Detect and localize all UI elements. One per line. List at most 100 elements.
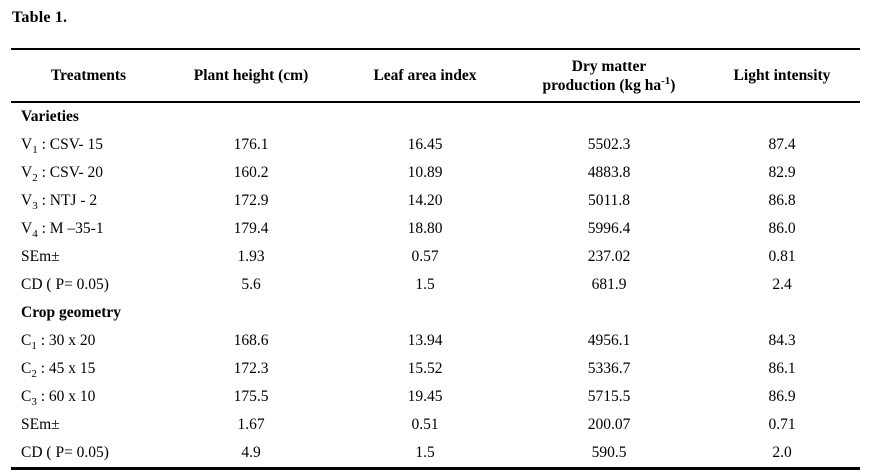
section-label: Crop geometry xyxy=(21,304,122,321)
plant-height-cell: 176.1 xyxy=(233,136,269,153)
treatment-cell: SEm± xyxy=(11,411,166,439)
light-intensity-cell: 86.1 xyxy=(768,360,796,377)
dry-matter-cell: 4883.8 xyxy=(587,164,631,181)
table-row: C3 : 60 x 10 175.5 19.45 5715.5 86.9 xyxy=(11,383,860,411)
plant-height-cell: 4.9 xyxy=(241,444,261,461)
plant-height-cell: 168.6 xyxy=(233,332,269,349)
leaf-area-cell: 10.89 xyxy=(407,164,443,181)
plant-height-cell: 1.93 xyxy=(237,248,265,265)
leaf-area-cell: 15.52 xyxy=(407,360,443,377)
dry-matter-cell: 5715.5 xyxy=(587,388,631,405)
header-dry-matter-line2: production (kg ha xyxy=(542,76,662,94)
leaf-area-cell: 13.94 xyxy=(407,332,443,349)
treatment-label-pre: C xyxy=(21,388,32,405)
treatment-label-pre: C xyxy=(21,332,32,349)
treatment-cell: V4 : M –35-1 xyxy=(11,215,166,243)
treatment-label-rest: : NTJ - 2 xyxy=(37,192,98,209)
plant-height-cell: 172.3 xyxy=(233,360,269,377)
treatment-label-rest: : CSV- 20 xyxy=(37,164,104,181)
treatment-label-pre: CD ( P= 0.05) xyxy=(21,444,109,461)
light-intensity-cell: 2.0 xyxy=(772,444,792,461)
leaf-area-cell: 14.20 xyxy=(407,192,443,209)
dry-matter-cell: 5336.7 xyxy=(587,360,631,377)
treatment-label-pre: SEm± xyxy=(21,248,60,265)
table-row: V4 : M –35-1 179.4 18.80 5996.4 86.0 xyxy=(11,215,860,243)
table-body: Varieties V1 : CSV- 15 176.1 16.45 5502.… xyxy=(11,102,860,469)
table-row: CD ( P= 0.05) 4.9 1.5 590.5 2.0 xyxy=(11,439,860,469)
plant-height-cell: 179.4 xyxy=(233,220,269,237)
leaf-area-cell: 0.51 xyxy=(411,416,439,433)
leaf-area-cell: 16.45 xyxy=(407,136,443,153)
header-leaf-area: Leaf area index xyxy=(373,67,477,84)
treatment-cell: C3 : 60 x 10 xyxy=(11,383,166,411)
treatment-cell: C1 : 30 x 20 xyxy=(11,327,166,355)
page-title: Table 1. xyxy=(12,9,68,26)
treatment-label-rest: : 60 x 10 xyxy=(36,388,96,405)
dry-matter-cell: 4956.1 xyxy=(587,332,631,349)
dry-matter-cell: 5996.4 xyxy=(587,220,631,237)
light-intensity-cell: 82.9 xyxy=(768,164,796,181)
light-intensity-cell: 86.9 xyxy=(768,388,796,405)
table-row: CD ( P= 0.05) 5.6 1.5 681.9 2.4 xyxy=(11,271,860,299)
treatment-label-pre: SEm± xyxy=(21,416,60,433)
section-row-crop-geometry: Crop geometry xyxy=(11,299,860,327)
treatment-label-sub: 1 xyxy=(31,340,37,353)
table-row: SEm± 1.67 0.51 200.07 0.71 xyxy=(11,411,860,439)
plant-height-cell: 175.5 xyxy=(233,388,269,405)
table-row: C1 : 30 x 20 168.6 13.94 4956.1 84.3 xyxy=(11,327,860,355)
treatment-cell: SEm± xyxy=(11,243,166,271)
treatment-label-pre: V xyxy=(21,220,33,237)
plant-height-cell: 172.9 xyxy=(233,192,269,209)
treatment-label-sub: 4 xyxy=(32,228,38,241)
treatment-label-sub: 3 xyxy=(31,396,37,409)
treatment-label-sub: 3 xyxy=(32,200,38,213)
treatment-label-rest: : 45 x 15 xyxy=(36,360,96,377)
results-table: Treatments Plant height (cm) Leaf area i… xyxy=(11,48,860,470)
treatment-label-sub: 2 xyxy=(31,368,37,381)
light-intensity-cell: 86.8 xyxy=(768,192,796,209)
light-intensity-cell: 87.4 xyxy=(768,136,796,153)
header-light-intensity: Light intensity xyxy=(733,67,831,84)
section-row-varieties: Varieties xyxy=(11,102,860,131)
dry-matter-cell: 200.07 xyxy=(587,416,631,433)
table-row: V1 : CSV- 15 176.1 16.45 5502.3 87.4 xyxy=(11,131,860,159)
table-header: Treatments Plant height (cm) Leaf area i… xyxy=(11,49,860,102)
treatment-label-pre: V xyxy=(21,136,33,153)
light-intensity-cell: 2.4 xyxy=(772,276,792,293)
treatment-cell: CD ( P= 0.05) xyxy=(11,271,166,299)
leaf-area-cell: 1.5 xyxy=(415,276,435,293)
treatment-cell: V3 : NTJ - 2 xyxy=(11,187,166,215)
section-label: Varieties xyxy=(21,108,79,125)
leaf-area-cell: 1.5 xyxy=(415,444,435,461)
plant-height-cell: 160.2 xyxy=(233,164,269,181)
header-dry-matter-line1: Dry matter xyxy=(571,57,647,75)
treatment-cell: V2 : CSV- 20 xyxy=(11,159,166,187)
header-plant-height: Plant height (cm) xyxy=(193,67,309,84)
light-intensity-cell: 84.3 xyxy=(768,332,796,349)
treatment-label-pre: CD ( P= 0.05) xyxy=(21,276,109,293)
dry-matter-cell: 5502.3 xyxy=(587,136,631,153)
light-intensity-cell: 0.81 xyxy=(768,248,796,265)
table-row: V2 : CSV- 20 160.2 10.89 4883.8 82.9 xyxy=(11,159,860,187)
leaf-area-cell: 18.80 xyxy=(407,220,443,237)
leaf-area-cell: 19.45 xyxy=(407,388,443,405)
plant-height-cell: 5.6 xyxy=(241,276,261,293)
header-treatments: Treatments xyxy=(50,67,127,84)
treatment-label-rest: : CSV- 15 xyxy=(37,136,104,153)
treatment-cell: C2 : 45 x 15 xyxy=(11,355,166,383)
header-dry-matter-close: ) xyxy=(670,76,676,94)
treatment-cell: V1 : CSV- 15 xyxy=(11,131,166,159)
header-row: Treatments Plant height (cm) Leaf area i… xyxy=(11,49,860,102)
treatment-label-sub: 1 xyxy=(32,144,38,157)
dry-matter-cell: 590.5 xyxy=(591,444,627,461)
plant-height-cell: 1.67 xyxy=(237,416,265,433)
treatment-label-pre: C xyxy=(21,360,32,377)
header-dry-matter-superscript: -1 xyxy=(661,74,671,87)
treatment-label-pre: V xyxy=(21,164,33,181)
treatment-cell: CD ( P= 0.05) xyxy=(11,439,166,469)
table-row: C2 : 45 x 15 172.3 15.52 5336.7 86.1 xyxy=(11,355,860,383)
dry-matter-cell: 5011.8 xyxy=(587,192,631,209)
treatment-label-sub: 2 xyxy=(32,172,38,185)
dry-matter-cell: 237.02 xyxy=(587,248,631,265)
table-row: V3 : NTJ - 2 172.9 14.20 5011.8 86.8 xyxy=(11,187,860,215)
